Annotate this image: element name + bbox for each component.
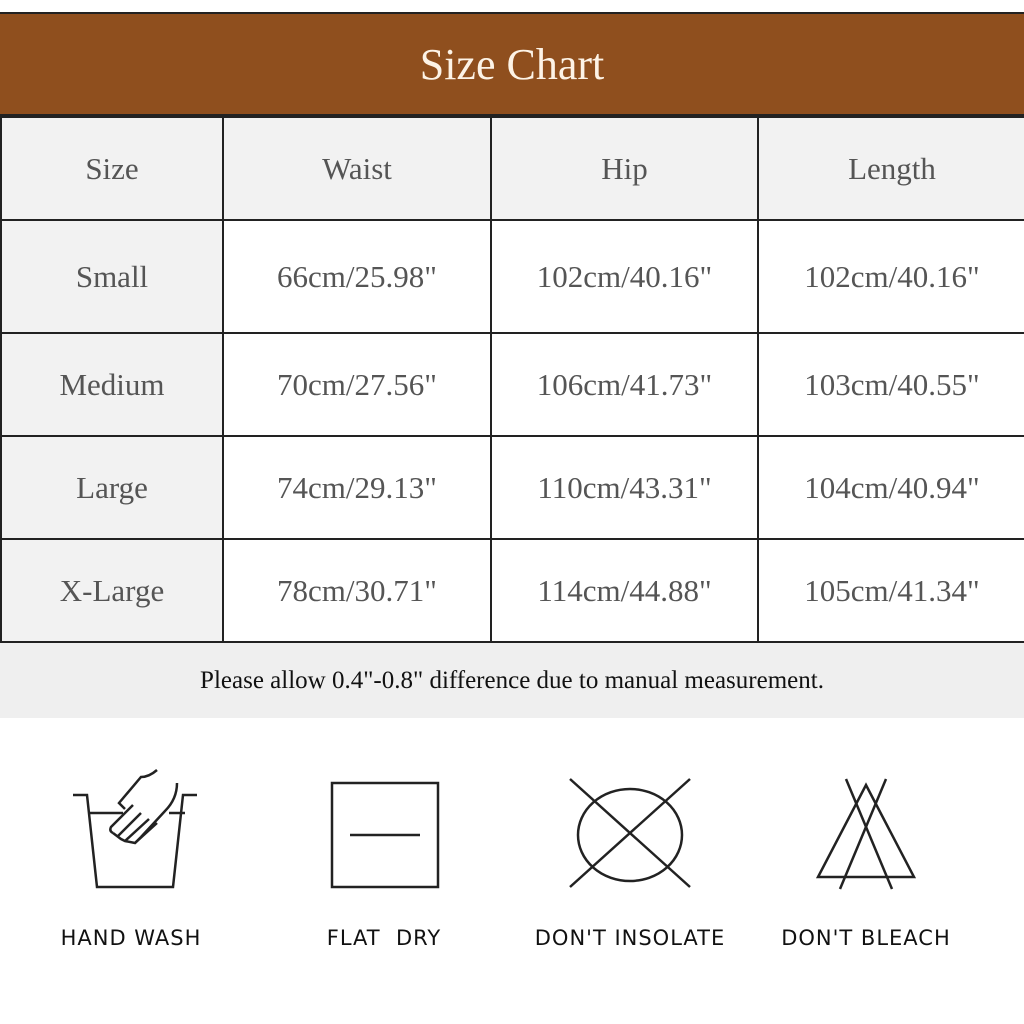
title-banner: Size Chart [0, 12, 1024, 116]
length-cell: 104cm/40.94" [757, 435, 1024, 540]
care-label: HAND WASH [60, 926, 202, 950]
waist-cell: 66cm/25.98" [222, 219, 492, 334]
measurement-note: Please allow 0.4"-0.8" difference due to… [0, 643, 1024, 718]
flat-dry-icon [330, 781, 440, 889]
waist-cell: 78cm/30.71" [222, 538, 492, 643]
column-header-length: Length [757, 116, 1024, 221]
length-cell: 102cm/40.16" [757, 219, 1024, 334]
length-cell: 105cm/41.34" [757, 538, 1024, 643]
size-cell: Medium [0, 332, 224, 437]
hip-cell: 110cm/43.31" [490, 435, 759, 540]
size-cell: Small [0, 219, 224, 334]
column-header-size: Size [0, 116, 224, 221]
column-header-waist: Waist [222, 116, 492, 221]
dont-insolate-icon [569, 778, 691, 888]
hip-cell: 106cm/41.73" [490, 332, 759, 437]
care-item-hand-wash: HAND WASH [31, 765, 231, 950]
note-text: Please allow 0.4"-0.8" difference due to… [200, 666, 824, 694]
table-row: Medium 70cm/27.56" 106cm/41.73" 103cm/40… [0, 332, 1024, 437]
waist-cell: 74cm/29.13" [222, 435, 492, 540]
care-item-flat-dry: FLAT DRY [284, 765, 484, 950]
table-header-row: Size Waist Hip Length [0, 116, 1024, 221]
care-label: DON'T BLEACH [781, 926, 951, 950]
hand-wash-icon [73, 769, 197, 889]
table-row: Small 66cm/25.98" 102cm/40.16" 102cm/40.… [0, 219, 1024, 334]
care-label: DON'T INSOLATE [534, 926, 726, 950]
size-cell: X-Large [0, 538, 224, 643]
care-item-dont-bleach: DON'T BLEACH [766, 765, 966, 950]
table-row: X-Large 78cm/30.71" 114cm/44.88" 105cm/4… [0, 538, 1024, 643]
column-header-hip: Hip [490, 116, 759, 221]
page-title: Size Chart [419, 39, 605, 89]
dont-bleach-icon [815, 778, 917, 890]
hip-cell: 114cm/44.88" [490, 538, 759, 643]
care-item-dont-insolate: DON'T INSOLATE [530, 765, 730, 950]
waist-cell: 70cm/27.56" [222, 332, 492, 437]
table-row: Large 74cm/29.13" 110cm/43.31" 104cm/40.… [0, 435, 1024, 540]
hip-cell: 102cm/40.16" [490, 219, 759, 334]
size-cell: Large [0, 435, 224, 540]
care-label: FLAT DRY [326, 926, 442, 950]
size-table: Size Waist Hip Length Small 66cm/25.98" … [0, 116, 1024, 643]
length-cell: 103cm/40.55" [757, 332, 1024, 437]
